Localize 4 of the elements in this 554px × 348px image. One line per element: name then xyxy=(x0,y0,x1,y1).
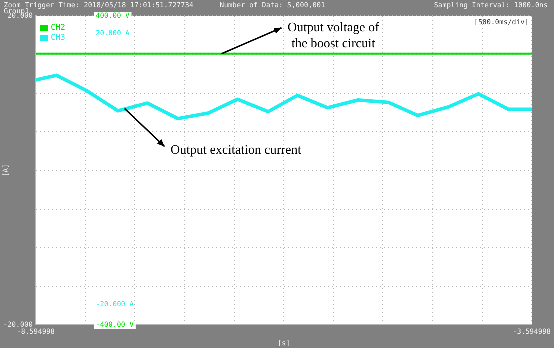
legend-label: CH3 xyxy=(51,33,66,42)
legend-label: CH2 xyxy=(51,23,66,32)
annotation: Output excitation current xyxy=(170,142,302,158)
annotation: Output voltage of the boost circuit xyxy=(288,19,380,50)
